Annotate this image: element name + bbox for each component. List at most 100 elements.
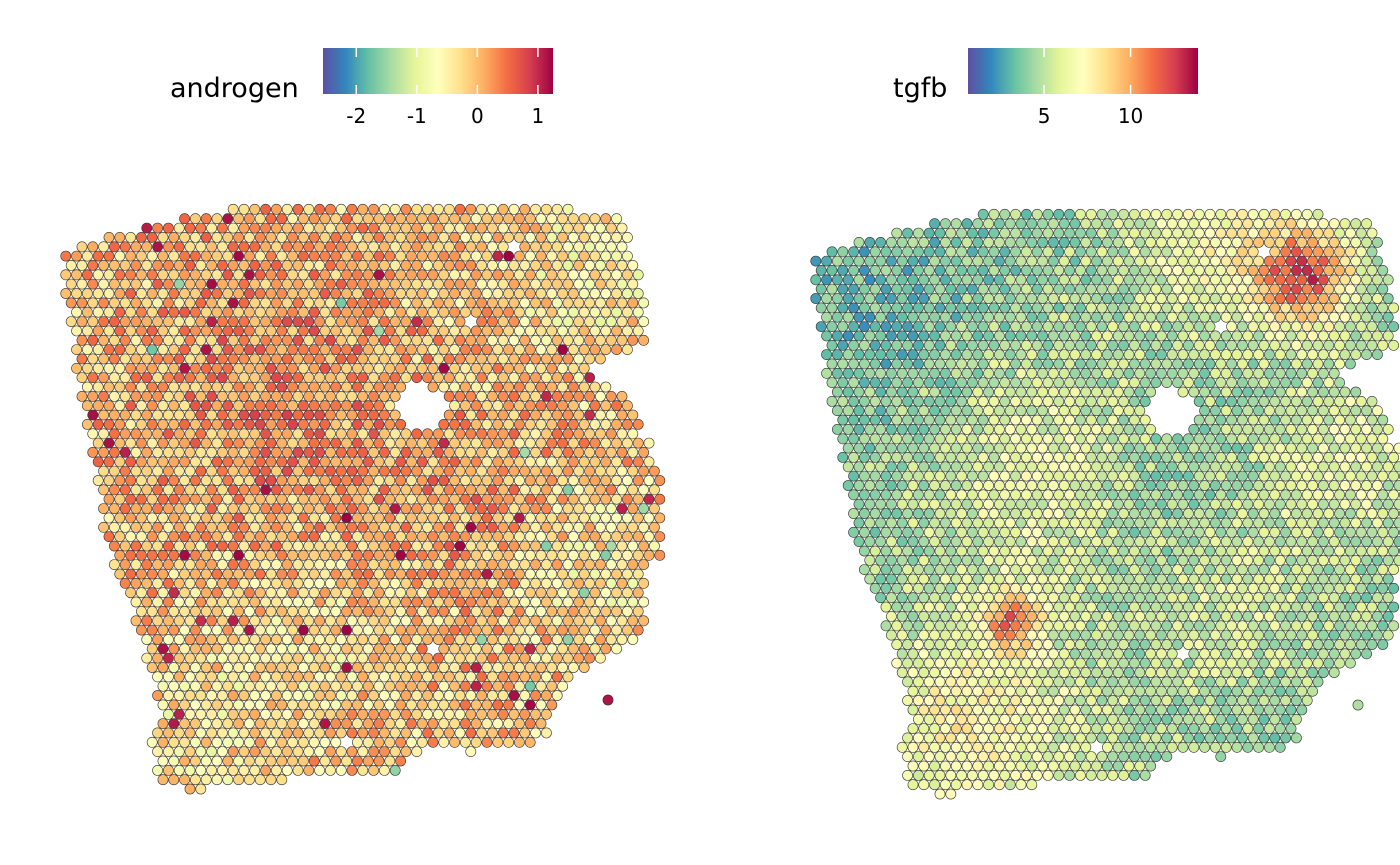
androgen-spot [492, 418, 504, 430]
androgen-spot [351, 643, 363, 655]
androgen-spot [541, 241, 552, 253]
tgfb-spot [1323, 227, 1335, 239]
androgen-spot [238, 428, 250, 440]
tgfb-spot [972, 330, 984, 342]
tgfb-spot [961, 442, 973, 454]
androgen-spot [546, 269, 558, 281]
androgen-spot [238, 297, 250, 309]
androgen-spot [308, 456, 320, 468]
tgfb-spot [1058, 386, 1070, 398]
tgfb-spot [1166, 311, 1178, 323]
androgen-spot [373, 213, 385, 225]
tgfb-spot [1172, 227, 1183, 239]
tgfb-spot [950, 517, 962, 529]
androgen-spot [568, 512, 579, 524]
androgen-spot [287, 531, 298, 542]
androgen-spot [270, 559, 282, 570]
tgfb-spot [1226, 526, 1237, 538]
androgen-spot [535, 699, 547, 711]
androgen-spot [422, 634, 433, 645]
androgen-spot [438, 736, 450, 748]
androgen-spot [524, 325, 536, 337]
tgfb-spot [1058, 498, 1070, 510]
androgen-spot [454, 540, 466, 552]
tgfb-spot [885, 554, 897, 566]
tgfb-spot [869, 470, 881, 482]
androgen-spot [373, 381, 385, 393]
androgen-spot [503, 680, 514, 692]
tgfb-spot [1323, 302, 1335, 314]
tgfb-spot [1053, 526, 1065, 538]
androgen-spot [238, 353, 250, 365]
tgfb-spot [1253, 274, 1264, 286]
tgfb-spot [885, 349, 897, 360]
androgen-spot [243, 755, 255, 767]
androgen-spot [287, 250, 298, 262]
tgfb-spot [1091, 236, 1102, 248]
androgen-spot [395, 306, 406, 318]
tgfb-spot [869, 489, 881, 501]
androgen-spot [530, 241, 541, 253]
tgfb-spot [1366, 264, 1378, 276]
androgen-spot [281, 652, 293, 664]
tgfb-spot [1161, 508, 1173, 519]
androgen-spot [146, 512, 158, 524]
tgfb-spot [1161, 377, 1173, 388]
androgen-spot [146, 231, 158, 243]
tgfb-spot [1339, 293, 1351, 304]
androgen-spot [524, 680, 536, 692]
androgen-spot [249, 503, 261, 514]
tgfb-spot [1215, 489, 1227, 501]
tgfb-spot [848, 395, 859, 407]
androgen-spot [486, 222, 498, 234]
androgen-spot [535, 213, 547, 225]
androgen-spot [368, 465, 379, 477]
androgen-spot [125, 231, 137, 243]
tgfb-spot [950, 386, 962, 398]
androgen-spot [427, 549, 439, 561]
androgen-spot [632, 437, 644, 449]
androgen-spot [481, 288, 493, 299]
tgfb-spot [1269, 526, 1281, 538]
androgen-spot [341, 231, 352, 243]
tgfb-spot [891, 395, 903, 407]
androgen-spot [335, 278, 347, 290]
androgen-spot [481, 662, 493, 673]
androgen-spot [265, 344, 277, 355]
tgfb-spot [1393, 480, 1400, 491]
tgfb-spot [1064, 264, 1075, 276]
androgen-spot [497, 727, 509, 739]
androgen-spot [200, 250, 212, 262]
tgfb-spot [1366, 395, 1378, 407]
androgen-spot [589, 493, 601, 505]
androgen-spot [546, 531, 558, 542]
tgfb-spot [934, 339, 946, 351]
androgen-spot [92, 288, 104, 299]
androgen-spot [211, 362, 223, 374]
androgen-spot [395, 736, 406, 748]
tgfb-spot [1150, 339, 1162, 351]
tgfb-spot [1296, 498, 1308, 510]
androgen-spot [249, 540, 261, 552]
tgfb-spot [1312, 564, 1324, 575]
tgfb-spot [1334, 470, 1345, 482]
androgen-spot [589, 437, 601, 449]
androgen-spot [427, 213, 439, 225]
tgfb-spot [1388, 451, 1399, 463]
tgfb-spot [1134, 218, 1146, 230]
tgfb-spot [902, 489, 913, 501]
androgen-spot [362, 418, 374, 430]
androgen-spot [492, 344, 504, 355]
androgen-spot [395, 755, 406, 767]
androgen-spot [98, 409, 109, 421]
tgfb-spot [907, 517, 919, 529]
androgen-spot [206, 596, 217, 608]
tgfb-spot [1382, 592, 1394, 604]
tgfb-spot [1139, 545, 1151, 557]
tgfb-spot [885, 293, 897, 304]
tgfb-spot [1334, 545, 1345, 557]
androgen-spot [519, 259, 531, 271]
androgen-spot [519, 446, 531, 458]
androgen-spot [157, 549, 169, 561]
androgen-spot [481, 680, 493, 692]
